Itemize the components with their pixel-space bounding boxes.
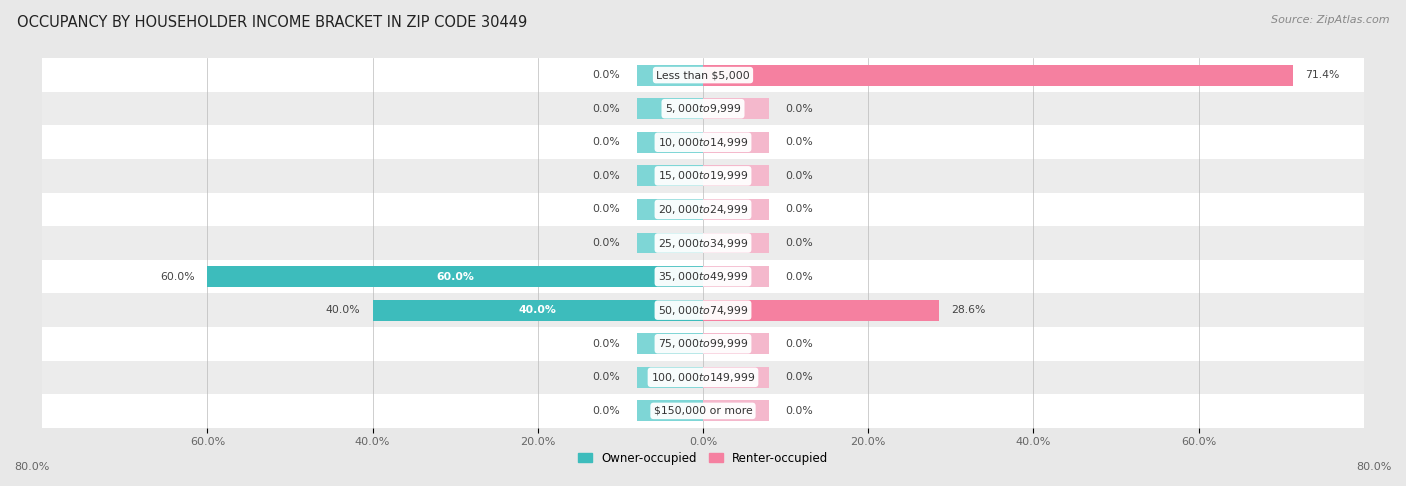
Text: $150,000 or more: $150,000 or more (654, 406, 752, 416)
Text: $75,000 to $99,999: $75,000 to $99,999 (658, 337, 748, 350)
Bar (703, 199, 769, 220)
Bar (42, 361, 1364, 394)
Bar (703, 132, 769, 153)
Bar (42, 260, 1364, 294)
Text: 60.0%: 60.0% (160, 272, 195, 281)
Text: 0.0%: 0.0% (593, 171, 620, 181)
Text: 0.0%: 0.0% (593, 137, 620, 147)
Bar (637, 199, 703, 220)
Bar (703, 266, 769, 287)
Text: 80.0%: 80.0% (14, 462, 49, 471)
Bar (637, 165, 703, 186)
Bar (703, 98, 769, 119)
Bar (703, 233, 769, 253)
Text: Source: ZipAtlas.com: Source: ZipAtlas.com (1271, 15, 1389, 25)
Text: Less than $5,000: Less than $5,000 (657, 70, 749, 80)
Bar (42, 125, 1364, 159)
Text: 0.0%: 0.0% (786, 205, 813, 214)
Bar (703, 300, 939, 321)
Text: $20,000 to $24,999: $20,000 to $24,999 (658, 203, 748, 216)
Text: 40.0%: 40.0% (326, 305, 360, 315)
Text: $50,000 to $74,999: $50,000 to $74,999 (658, 304, 748, 317)
Bar (42, 58, 1364, 92)
Bar (373, 300, 703, 321)
Bar (637, 132, 703, 153)
Text: 0.0%: 0.0% (786, 137, 813, 147)
Bar (207, 266, 703, 287)
Text: 0.0%: 0.0% (593, 372, 620, 382)
Text: $25,000 to $34,999: $25,000 to $34,999 (658, 237, 748, 249)
Text: 0.0%: 0.0% (786, 171, 813, 181)
Text: 80.0%: 80.0% (1357, 462, 1392, 471)
Text: 0.0%: 0.0% (593, 70, 620, 80)
Legend: Owner-occupied, Renter-occupied: Owner-occupied, Renter-occupied (572, 447, 834, 470)
Bar (703, 65, 1292, 86)
Text: 0.0%: 0.0% (786, 406, 813, 416)
Bar (703, 367, 769, 388)
Text: $10,000 to $14,999: $10,000 to $14,999 (658, 136, 748, 149)
Bar (42, 294, 1364, 327)
Bar (42, 327, 1364, 361)
Text: $35,000 to $49,999: $35,000 to $49,999 (658, 270, 748, 283)
Text: 60.0%: 60.0% (436, 272, 474, 281)
Bar (42, 394, 1364, 428)
Text: 0.0%: 0.0% (593, 238, 620, 248)
Text: 71.4%: 71.4% (1305, 70, 1340, 80)
Bar (637, 400, 703, 421)
Bar (42, 192, 1364, 226)
Bar (637, 98, 703, 119)
Bar (42, 92, 1364, 125)
Text: 0.0%: 0.0% (593, 406, 620, 416)
Bar (637, 367, 703, 388)
Text: 0.0%: 0.0% (786, 339, 813, 349)
Bar (42, 159, 1364, 192)
Bar (42, 226, 1364, 260)
Text: 0.0%: 0.0% (786, 104, 813, 114)
Text: 0.0%: 0.0% (593, 205, 620, 214)
Text: 0.0%: 0.0% (786, 272, 813, 281)
Bar (703, 165, 769, 186)
Text: 28.6%: 28.6% (952, 305, 986, 315)
Bar (637, 333, 703, 354)
Text: 0.0%: 0.0% (786, 238, 813, 248)
Bar (637, 65, 703, 86)
Text: 0.0%: 0.0% (786, 372, 813, 382)
Bar (703, 333, 769, 354)
Text: $100,000 to $149,999: $100,000 to $149,999 (651, 371, 755, 384)
Text: OCCUPANCY BY HOUSEHOLDER INCOME BRACKET IN ZIP CODE 30449: OCCUPANCY BY HOUSEHOLDER INCOME BRACKET … (17, 15, 527, 30)
Text: 0.0%: 0.0% (593, 339, 620, 349)
Bar (637, 233, 703, 253)
Text: 40.0%: 40.0% (519, 305, 557, 315)
Text: $15,000 to $19,999: $15,000 to $19,999 (658, 169, 748, 182)
Text: $5,000 to $9,999: $5,000 to $9,999 (665, 102, 741, 115)
Bar (703, 400, 769, 421)
Text: 0.0%: 0.0% (593, 104, 620, 114)
